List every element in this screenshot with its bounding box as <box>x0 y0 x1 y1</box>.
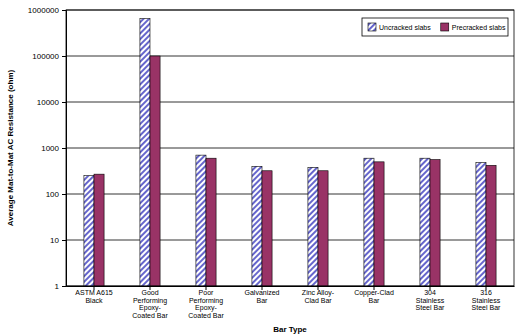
grid <box>66 10 514 286</box>
x-tick-label-line: Galvanized <box>244 289 279 296</box>
x-tick-label-line: Bar <box>257 297 269 304</box>
x-tick-label-line: Steel Bar <box>472 304 501 311</box>
y-tick-label: 10 <box>50 236 59 245</box>
bar <box>308 167 318 286</box>
grid-line <box>66 194 514 195</box>
y-tick-label: 100000 <box>32 52 59 61</box>
bar <box>318 171 328 286</box>
x-tick-label: Zinc Alloy-Clad Bar <box>302 289 335 304</box>
y-tick: 1000 <box>41 144 66 153</box>
x-tick-label-line: Steel Bar <box>416 304 445 311</box>
x-tick-label-line: Bar <box>369 297 381 304</box>
x-tick-label: ASTM A615Black <box>75 289 112 304</box>
bar <box>196 155 206 286</box>
legend-box <box>362 18 508 36</box>
bar-series <box>94 56 496 286</box>
plot-frame <box>66 10 514 286</box>
bar <box>486 165 496 286</box>
y-tick-mark <box>62 10 66 11</box>
y-tick: 100000 <box>32 52 66 61</box>
bar <box>94 174 104 286</box>
y-tick-label: 100 <box>46 190 60 199</box>
grid-line <box>66 102 514 103</box>
x-tick: GalvanizedBar <box>244 286 279 304</box>
x-tick-label-line: Good <box>141 289 158 296</box>
bar <box>206 158 216 286</box>
x-axis: ASTM A615Black GoodPerformingEpoxy-Coated… <box>67 286 515 319</box>
x-tick: ASTM A615Black <box>75 286 112 304</box>
x-tick-label-line: ASTM A615 <box>75 289 112 296</box>
grid-line <box>66 56 514 57</box>
bar <box>430 160 440 286</box>
x-tick: Copper-CladBar <box>354 286 394 304</box>
bar <box>364 158 374 286</box>
x-tick-label: 304StainlessSteel Bar <box>416 289 445 311</box>
bars <box>84 19 496 286</box>
x-tick-label-line: 316 <box>480 289 492 296</box>
y-axis: 1 10 100 1000 10000 100000 1000000 <box>28 6 67 291</box>
legend-swatch <box>368 23 376 31</box>
bar <box>84 176 94 286</box>
x-tick-label-line: Stainless <box>416 297 445 304</box>
legend-swatch <box>441 23 449 31</box>
grid-line <box>66 240 514 241</box>
bar <box>140 19 150 286</box>
x-tick-label: PoorPerformingEpoxy-Coated Bar <box>188 289 224 319</box>
chart: 1 10 100 1000 10000 100000 1000000 ASTM A615Bla… <box>0 0 528 336</box>
x-tick: Zinc Alloy-Clad Bar <box>302 286 335 304</box>
y-tick-mark <box>62 286 66 287</box>
y-tick-label: 1 <box>55 282 60 291</box>
x-tick: 304StainlessSteel Bar <box>416 286 445 311</box>
legend-label: Precracked slabs <box>452 24 506 31</box>
y-tick-mark <box>62 194 66 195</box>
bar <box>150 56 160 286</box>
grid-line <box>66 148 514 149</box>
y-tick-mark <box>62 102 66 103</box>
y-tick-label: 1000 <box>41 144 59 153</box>
plot: 1 10 100 1000 10000 100000 1000000 ASTM A615Bla… <box>28 6 515 319</box>
x-tick: PoorPerformingEpoxy-Coated Bar <box>188 286 224 319</box>
legend-label: Uncracked slabs <box>379 24 431 31</box>
x-tick-label: GalvanizedBar <box>244 289 279 304</box>
x-tick: 316StainlessSteel Bar <box>472 286 501 311</box>
bar-series <box>84 19 486 286</box>
y-tick: 10000 <box>37 98 66 107</box>
y-tick-label: 1000000 <box>28 6 60 15</box>
x-axis-title: Bar Type <box>273 325 307 334</box>
y-axis-line <box>62 11 67 287</box>
y-tick-mark <box>62 240 66 241</box>
legend-entry: Uncracked slabs <box>368 23 431 31</box>
x-tick-label-line: Clad Bar <box>304 297 332 304</box>
y-tick: 100 <box>46 190 66 199</box>
y-axis-title: Average Mat-to-Mat AC Resistance (ohm) <box>6 70 15 227</box>
y-tick-label: 10000 <box>37 98 60 107</box>
x-tick-label-line: Black <box>85 297 103 304</box>
legend-entry: Precracked slabs <box>441 23 506 31</box>
bar <box>420 158 430 286</box>
bar <box>476 163 486 286</box>
x-tick-label-line: Stainless <box>472 297 501 304</box>
legend: Uncracked slabs Precracked slabs <box>362 18 508 36</box>
bar <box>252 166 262 286</box>
bar <box>374 162 384 286</box>
x-tick-label: 316StainlessSteel Bar <box>472 289 501 311</box>
y-tick: 1 <box>55 282 66 291</box>
x-tick-label-line: Coated Bar <box>132 312 168 319</box>
x-axis-line <box>67 286 515 287</box>
y-tick: 10 <box>50 236 66 245</box>
x-tick-label: Copper-CladBar <box>354 289 394 304</box>
y-tick: 1000000 <box>28 6 66 15</box>
bar <box>262 171 272 286</box>
x-tick-label-line: Coated Bar <box>188 312 224 319</box>
x-tick-label-line: Poor <box>199 289 214 296</box>
x-tick-label: GoodPerformingEpoxy-Coated Bar <box>132 289 168 319</box>
x-tick-label-line: 304 <box>424 289 436 296</box>
y-tick-mark <box>62 148 66 149</box>
x-tick: GoodPerformingEpoxy-Coated Bar <box>132 286 168 319</box>
y-tick-mark <box>62 56 66 57</box>
